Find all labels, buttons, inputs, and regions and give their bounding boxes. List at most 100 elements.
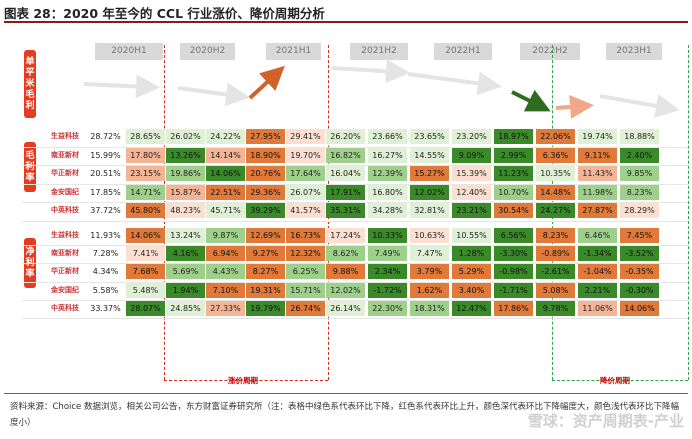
gross_margin-cell: 12.02% bbox=[410, 184, 449, 200]
net_margin-cell: 4.16% bbox=[166, 246, 205, 262]
net_margin-cell: -3.52% bbox=[620, 246, 659, 262]
gross_margin-cell: 23.66% bbox=[368, 129, 407, 144]
row-divider bbox=[22, 318, 688, 319]
net_margin-row-label: 中英科技 bbox=[51, 303, 79, 312]
down-cycle-label: 降价周期 bbox=[600, 376, 630, 385]
net_margin-row-label: 南亚新材 bbox=[51, 249, 79, 258]
gross_margin-cell: 17.64% bbox=[286, 166, 325, 181]
gross_margin-cell: 16.80% bbox=[368, 184, 407, 200]
net_margin-cell: -0.30% bbox=[620, 282, 659, 298]
gross_margin-cell: 16.04% bbox=[326, 166, 365, 181]
net_margin-cell: 9.88% bbox=[326, 264, 365, 280]
gross_margin-cell: 14.14% bbox=[206, 147, 245, 163]
row-divider bbox=[22, 202, 688, 203]
net_margin-cell: 12.47% bbox=[452, 300, 491, 316]
trend-arrow-2022h1 bbox=[511, 89, 551, 112]
gross_margin-cell: 14.48% bbox=[536, 184, 575, 200]
trend-arrow-2020h1 bbox=[83, 74, 160, 99]
gross_margin-cell: 11.23% bbox=[494, 166, 533, 181]
gross_margin-cell: 37.72% bbox=[86, 203, 125, 218]
gross_margin-cell: 15.27% bbox=[410, 166, 449, 181]
gross_margin-cell: 10.70% bbox=[494, 184, 533, 200]
gross_margin-cell: 30.54% bbox=[494, 203, 533, 218]
net_margin-cell: 11.93% bbox=[86, 228, 125, 243]
gross_margin-cell: 24.22% bbox=[206, 129, 245, 144]
gross_margin-cell: 18.97% bbox=[494, 129, 533, 144]
gross_margin-cell: 12.39% bbox=[368, 166, 407, 181]
net_margin-cell: 7.10% bbox=[206, 282, 245, 298]
trend-arrow-2021h2b bbox=[407, 71, 502, 96]
gross_margin-cell: 15.39% bbox=[452, 166, 491, 181]
net_margin-cell: 14.06% bbox=[126, 228, 165, 243]
net_margin-row-label: 生益科技 bbox=[51, 231, 79, 239]
gross_margin-cell: 23.15% bbox=[126, 166, 165, 181]
net_margin-cell: 28.07% bbox=[126, 300, 165, 316]
trend-arrow-2021h2a bbox=[331, 59, 410, 84]
row-divider bbox=[22, 245, 688, 247]
net_margin-cell: -0.35% bbox=[620, 264, 659, 280]
net_margin-row-label: 华正新材 bbox=[51, 267, 79, 276]
net_margin-cell: 12.32% bbox=[286, 246, 325, 262]
net_margin-cell: -1.04% bbox=[578, 264, 617, 280]
net_margin-cell: 11.06% bbox=[578, 300, 617, 316]
gross_margin-cell: 14.06% bbox=[206, 166, 245, 181]
gross_margin-cell: 26.07% bbox=[286, 184, 325, 200]
up-cycle-label: 涨价周期 bbox=[228, 376, 258, 385]
net_margin-cell: 7.49% bbox=[368, 246, 407, 262]
net_margin-cell: 10.55% bbox=[452, 228, 491, 243]
gross_margin-cell: 15.99% bbox=[86, 147, 125, 163]
gross-margin-sidebar: 毛利率 bbox=[24, 142, 36, 192]
net_margin-cell: 16.73% bbox=[286, 228, 325, 243]
net_margin-cell: 2.34% bbox=[368, 264, 407, 280]
net_margin-cell: 19.31% bbox=[246, 282, 285, 298]
gross_margin-cell: 2.99% bbox=[494, 147, 533, 163]
row-divider bbox=[22, 146, 688, 148]
gross_margin-cell: 12.40% bbox=[452, 184, 491, 200]
gross_margin-cell: 45.71% bbox=[206, 203, 245, 218]
gross_margin-cell: 34.28% bbox=[368, 203, 407, 218]
net_margin-cell: 33.37% bbox=[86, 300, 125, 316]
gross_margin-cell: 19.70% bbox=[286, 147, 325, 163]
net_margin-cell: 22.30% bbox=[368, 300, 407, 316]
gross_margin-cell: 26.02% bbox=[166, 129, 205, 144]
net_margin-cell: 17.24% bbox=[326, 228, 365, 243]
gross_margin-cell: 8.23% bbox=[620, 184, 659, 200]
net_margin-cell: 17.86% bbox=[494, 300, 533, 316]
gross_margin-cell: 9.11% bbox=[578, 147, 617, 163]
net_margin-cell: 5.48% bbox=[126, 282, 165, 298]
net-margin-sidebar: 净利率 bbox=[24, 238, 36, 288]
gross_margin-cell: 16.82% bbox=[326, 147, 365, 163]
net_margin-cell: -1.71% bbox=[494, 282, 533, 298]
net_margin-cell: 6.56% bbox=[494, 228, 533, 243]
row-divider bbox=[22, 220, 688, 222]
gross_margin-cell: 11.43% bbox=[578, 166, 617, 181]
row-divider bbox=[22, 281, 688, 283]
net_margin-cell: 5.69% bbox=[166, 264, 205, 280]
net_margin-cell: 1.28% bbox=[452, 246, 491, 262]
net_margin-cell: -0.89% bbox=[536, 246, 575, 262]
net_margin-cell: -3.30% bbox=[494, 246, 533, 262]
gross_margin-cell: 35.31% bbox=[326, 203, 365, 218]
figure-title: 图表 28：2020 年至今的 CCL 行业涨价、降价周期分析 bbox=[4, 6, 325, 21]
gross_margin-cell: 28.29% bbox=[620, 203, 659, 218]
row-divider bbox=[22, 165, 688, 166]
net_margin-cell: 26.14% bbox=[326, 300, 365, 316]
net_margin-cell: 1.94% bbox=[166, 282, 205, 298]
gross_margin-cell: 10.35% bbox=[536, 166, 575, 181]
net_margin-cell: 7.45% bbox=[620, 228, 659, 243]
gross_margin-cell: 23.65% bbox=[410, 129, 449, 144]
gross_margin-row-label: 南亚新材 bbox=[51, 150, 79, 159]
gross_margin-cell: 9.85% bbox=[620, 166, 659, 181]
gross_margin-cell: 20.51% bbox=[86, 166, 125, 181]
gross_margin-cell: 32.81% bbox=[410, 203, 449, 218]
net_margin-cell: 7.47% bbox=[410, 246, 449, 262]
net_margin-cell: 18.31% bbox=[410, 300, 449, 316]
net_margin-cell: 24.85% bbox=[166, 300, 205, 316]
gross_margin-cell: 24.27% bbox=[536, 203, 575, 218]
price-trend-arrows bbox=[83, 59, 680, 119]
row-divider bbox=[22, 299, 688, 301]
gross_margin-cell: 41.57% bbox=[286, 203, 325, 218]
net_margin-cell: 4.43% bbox=[206, 264, 245, 280]
gross_margin-cell: 28.65% bbox=[126, 129, 165, 144]
row-divider bbox=[22, 183, 688, 185]
